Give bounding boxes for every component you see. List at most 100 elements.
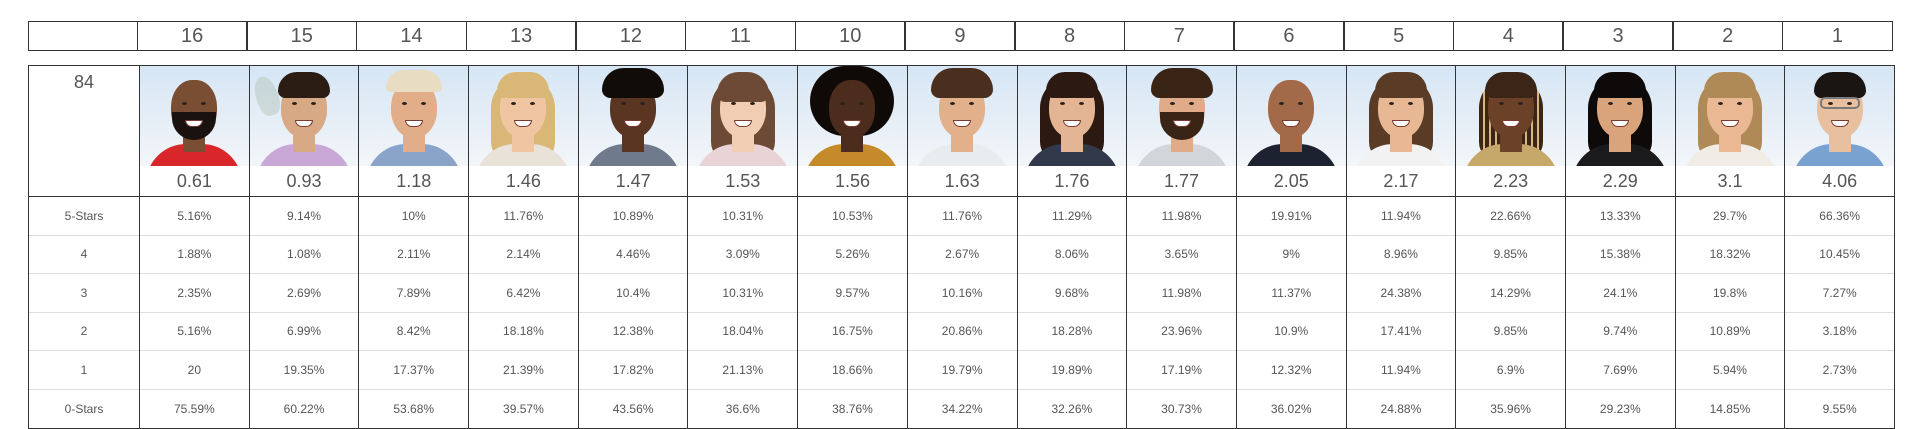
player-avatar <box>1236 66 1346 166</box>
stat-cell-2: 6.99% <box>249 313 359 351</box>
stat-cell-5-stars: 11.76% <box>469 197 578 236</box>
right-eye-shape <box>420 102 426 105</box>
left-eye-shape <box>1827 102 1833 105</box>
right-eye-shape <box>749 102 755 105</box>
player-column: 1.63 11.76% 2.67% 10.16% 20.86% 19.79% 34.22% <box>906 66 1017 428</box>
player-column: 4.06 66.36% 10.45% 7.27% 3.18% 2.73% 9.55% <box>1784 66 1894 428</box>
face-shape <box>1268 80 1315 138</box>
stat-cell-1: 20 <box>140 351 249 390</box>
left-eye-shape <box>511 102 517 105</box>
row-label-5-stars: 5-Stars <box>29 197 139 236</box>
stat-cell-4: 1.08% <box>249 236 359 274</box>
stat-cell-0-stars: 32.26% <box>1051 401 1093 416</box>
shoulders-shape <box>1462 144 1559 166</box>
stat-cell-1: 19.35% <box>249 351 359 390</box>
rank-header-empty-cell <box>28 21 138 51</box>
stat-cell-2: 18.04% <box>688 313 798 351</box>
rank-header-cell: 12 <box>575 21 687 51</box>
shoulders-shape <box>1681 144 1778 166</box>
stat-cell-5-stars: 66.36% <box>1785 197 1894 236</box>
player-avatar <box>907 66 1017 166</box>
stat-cell-1: 12.32% <box>1236 351 1346 390</box>
stat-cell-1: 21.39% <box>469 351 578 390</box>
rank-header-cell: 2 <box>1672 21 1784 51</box>
stat-cell-2: 10.9% <box>1236 313 1346 351</box>
stat-cell-0-stars: 39.57% <box>503 401 544 416</box>
row-label-3: 3 <box>29 274 139 313</box>
hair-top-shape <box>1150 68 1213 98</box>
right-eye-shape <box>640 102 646 105</box>
stat-cell-3: 24.38% <box>1346 274 1456 313</box>
stat-cell-0-stars: 9.55% <box>1822 401 1857 416</box>
stat-cell-4: 2.67% <box>907 236 1017 274</box>
stat-cell-1: 17.19% <box>1127 351 1236 390</box>
rank-header-cell: 7 <box>1123 21 1235 51</box>
player-avatar <box>469 66 578 166</box>
hair-top-shape <box>931 68 994 98</box>
stat-cell-4: 5.26% <box>798 236 907 274</box>
player-score: 1.77 <box>1127 166 1236 197</box>
left-eye-shape <box>182 102 188 105</box>
stat-cell-4: 8.96% <box>1346 236 1456 274</box>
shoulders-shape <box>914 144 1011 166</box>
stat-cell-5-stars: 19.91% <box>1236 197 1346 236</box>
stat-cell-0-stars: 43.56% <box>612 401 654 416</box>
stat-cell-1: 5.94% <box>1675 351 1785 390</box>
stat-cell-3: 24.1% <box>1565 274 1675 313</box>
right-eye-shape <box>1627 102 1633 105</box>
player-avatar <box>359 66 469 166</box>
stat-cell-3: 2.35% <box>140 274 249 313</box>
left-eye-shape <box>1169 102 1175 105</box>
rank-header-cell: 10 <box>794 21 906 51</box>
stat-cell-5-stars: 11.29% <box>1017 197 1127 236</box>
rank-header-cell: 3 <box>1562 21 1674 51</box>
shoulders-shape <box>1023 144 1120 166</box>
stat-cell-1: 17.37% <box>359 351 469 390</box>
row-label-1: 1 <box>29 351 139 390</box>
left-eye-shape <box>292 102 298 105</box>
player-avatar <box>1785 66 1894 166</box>
player-column: 1.46 11.76% 2.14% 6.42% 18.18% 21.39% 39.57% <box>468 66 578 428</box>
stat-cell-4: 9% <box>1236 236 1346 274</box>
left-eye-shape <box>730 102 736 105</box>
right-eye-shape <box>530 102 536 105</box>
row-labels-column: 84 5-Stars 4 3 2 1 0-Stars <box>29 66 139 428</box>
stat-cell-3: 6.42% <box>469 274 578 313</box>
right-eye-shape <box>1407 102 1413 105</box>
player-column: 0.61 5.16% 1.88% 2.35% 5.16% 20 75.59% <box>139 66 249 428</box>
stat-cell-3: 10.16% <box>907 274 1017 313</box>
rank-header-cell: 8 <box>1014 21 1126 51</box>
player-avatar <box>1675 66 1785 166</box>
rank-header-cell: 9 <box>904 21 1016 51</box>
hair-top-shape <box>1374 72 1427 98</box>
stat-cell-5-stars: 10.89% <box>578 197 688 236</box>
stat-cell-2: 23.96% <box>1127 313 1236 351</box>
row-label-2: 2 <box>29 313 139 351</box>
left-eye-shape <box>1498 102 1504 105</box>
stat-cell-4: 2.14% <box>469 236 578 274</box>
right-eye-shape <box>311 102 317 105</box>
right-eye-shape <box>1298 102 1304 105</box>
player-score: 1.46 <box>469 166 578 197</box>
stat-cell-4: 10.45% <box>1785 236 1894 274</box>
total-count: 84 <box>73 72 95 92</box>
player-column: 1.56 10.53% 5.26% 9.57% 16.75% 18.66% 38.76% <box>797 66 907 428</box>
left-eye-shape <box>950 102 956 105</box>
stat-cell-3: 10.31% <box>688 274 798 313</box>
row-label-4: 4 <box>29 236 139 274</box>
left-eye-shape <box>621 102 627 105</box>
stat-cell-3: 14.29% <box>1456 274 1565 313</box>
stat-cell-2: 9.74% <box>1565 313 1675 351</box>
stat-cell-3: 11.98% <box>1127 274 1236 313</box>
player-column: 2.05 19.91% 9% 11.37% 10.9% 12.32% 36.02% <box>1235 66 1346 428</box>
player-score: 2.05 <box>1236 166 1346 197</box>
stat-cell-0-stars: 53.68% <box>393 401 435 416</box>
hair-top-shape <box>497 72 550 98</box>
stat-cell-0-stars: 29.23% <box>1599 401 1641 416</box>
shoulders-shape <box>585 144 682 166</box>
stat-cell-1: 6.9% <box>1456 351 1565 390</box>
player-score: 0.61 <box>140 166 249 197</box>
stat-cell-5-stars: 11.76% <box>907 197 1017 236</box>
rank-header-cell: 5 <box>1343 21 1455 51</box>
stat-cell-2: 10.89% <box>1675 313 1785 351</box>
